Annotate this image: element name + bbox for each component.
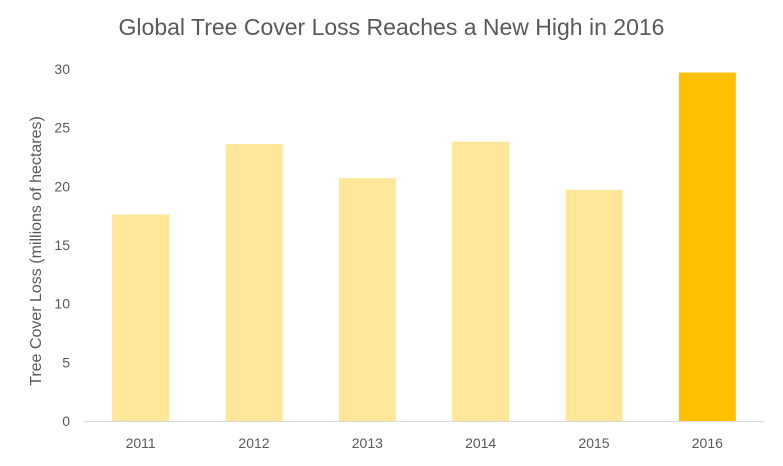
bars — [112, 72, 736, 422]
x-tick-label: 2015 — [578, 435, 609, 451]
x-tick-label: 2011 — [126, 435, 156, 451]
y-tick-label: 5 — [62, 354, 70, 370]
y-tick-label: 20 — [54, 178, 70, 194]
bar-2013 — [338, 178, 396, 421]
bar-2015 — [565, 189, 623, 421]
y-tick-label: 0 — [62, 413, 70, 429]
y-axis-title: Tree Cover Loss (millions of hectares) — [28, 116, 45, 386]
y-tick-label: 25 — [54, 120, 70, 136]
y-tick-labels: 0 5 10 15 20 25 30 — [54, 61, 70, 429]
y-tick-label: 30 — [54, 61, 70, 77]
x-tick-label: 2014 — [465, 435, 496, 451]
chart-title: Global Tree Cover Loss Reaches a New Hig… — [118, 14, 665, 40]
x-tick-label: 2012 — [238, 435, 269, 451]
x-tick-label: 2016 — [692, 435, 723, 451]
x-tick-label: 2013 — [352, 435, 383, 451]
y-tick-label: 10 — [54, 296, 70, 312]
bar-2012 — [225, 144, 283, 422]
y-tick-label: 15 — [54, 237, 70, 253]
bar-2011 — [112, 214, 170, 421]
bar-2014 — [452, 141, 510, 421]
x-tick-labels: 2011 2012 2013 2014 2015 2016 — [126, 435, 724, 451]
bar-2016 — [678, 72, 736, 422]
